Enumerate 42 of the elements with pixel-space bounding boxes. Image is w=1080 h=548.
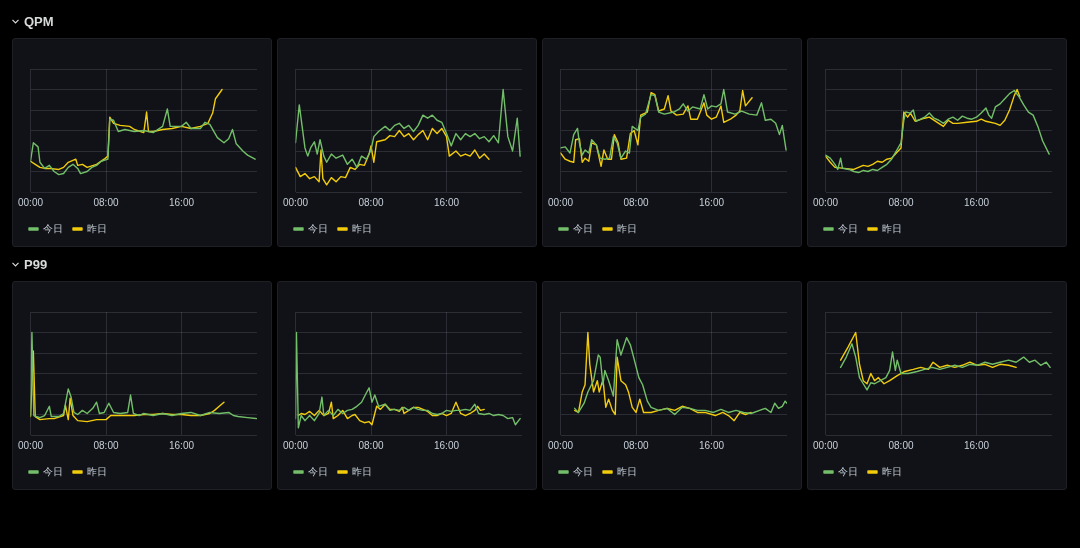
- x-tick-label: 08:00: [623, 196, 649, 208]
- x-tick-label: 00:00: [813, 196, 839, 208]
- x-tick-label: 08:00: [358, 196, 384, 208]
- legend-label: 今日: [43, 222, 63, 234]
- x-tick-label: 16:00: [698, 439, 725, 451]
- x-tick-label: 00:00: [283, 439, 309, 451]
- legend-label: 昨日: [882, 222, 902, 234]
- x-tick-label: 16:00: [698, 196, 725, 208]
- x-tick-label: 16:00: [433, 439, 460, 451]
- x-tick-label: 08:00: [888, 439, 914, 451]
- x-tick-label: 16:00: [963, 439, 990, 451]
- x-tick-label: 08:00: [93, 196, 119, 208]
- x-tick-label: 08:00: [623, 439, 649, 451]
- x-tick-label: 08:00: [358, 439, 384, 451]
- x-tick-label: 16:00: [433, 196, 460, 208]
- x-tick-label: 00:00: [813, 439, 839, 451]
- text: QPM: [24, 13, 54, 29]
- legend-label: 今日: [838, 465, 858, 477]
- legend-label: 昨日: [87, 465, 107, 477]
- legend-label: 今日: [308, 465, 328, 477]
- legend-label: 昨日: [617, 465, 637, 477]
- legend-label: 今日: [573, 465, 593, 477]
- x-tick-label: 16:00: [168, 196, 195, 208]
- x-tick-label: 00:00: [18, 196, 44, 208]
- legend-label: 今日: [573, 222, 593, 234]
- legend-label: 昨日: [87, 222, 107, 234]
- legend-label: 昨日: [352, 222, 372, 234]
- x-tick-label: 00:00: [548, 196, 574, 208]
- x-tick-label: 00:00: [548, 439, 574, 451]
- legend-label: 昨日: [617, 222, 637, 234]
- text: P99: [24, 256, 48, 272]
- legend-label: 今日: [838, 222, 858, 234]
- x-tick-label: 00:00: [18, 439, 44, 451]
- x-tick-label: 08:00: [93, 439, 119, 451]
- x-tick-label: 16:00: [963, 196, 990, 208]
- x-tick-label: 08:00: [888, 196, 914, 208]
- x-tick-label: 00:00: [283, 196, 309, 208]
- legend-label: 今日: [308, 222, 328, 234]
- legend-label: 今日: [43, 465, 63, 477]
- legend-label: 昨日: [352, 465, 372, 477]
- legend-label: 昨日: [882, 465, 902, 477]
- x-tick-label: 16:00: [168, 439, 195, 451]
